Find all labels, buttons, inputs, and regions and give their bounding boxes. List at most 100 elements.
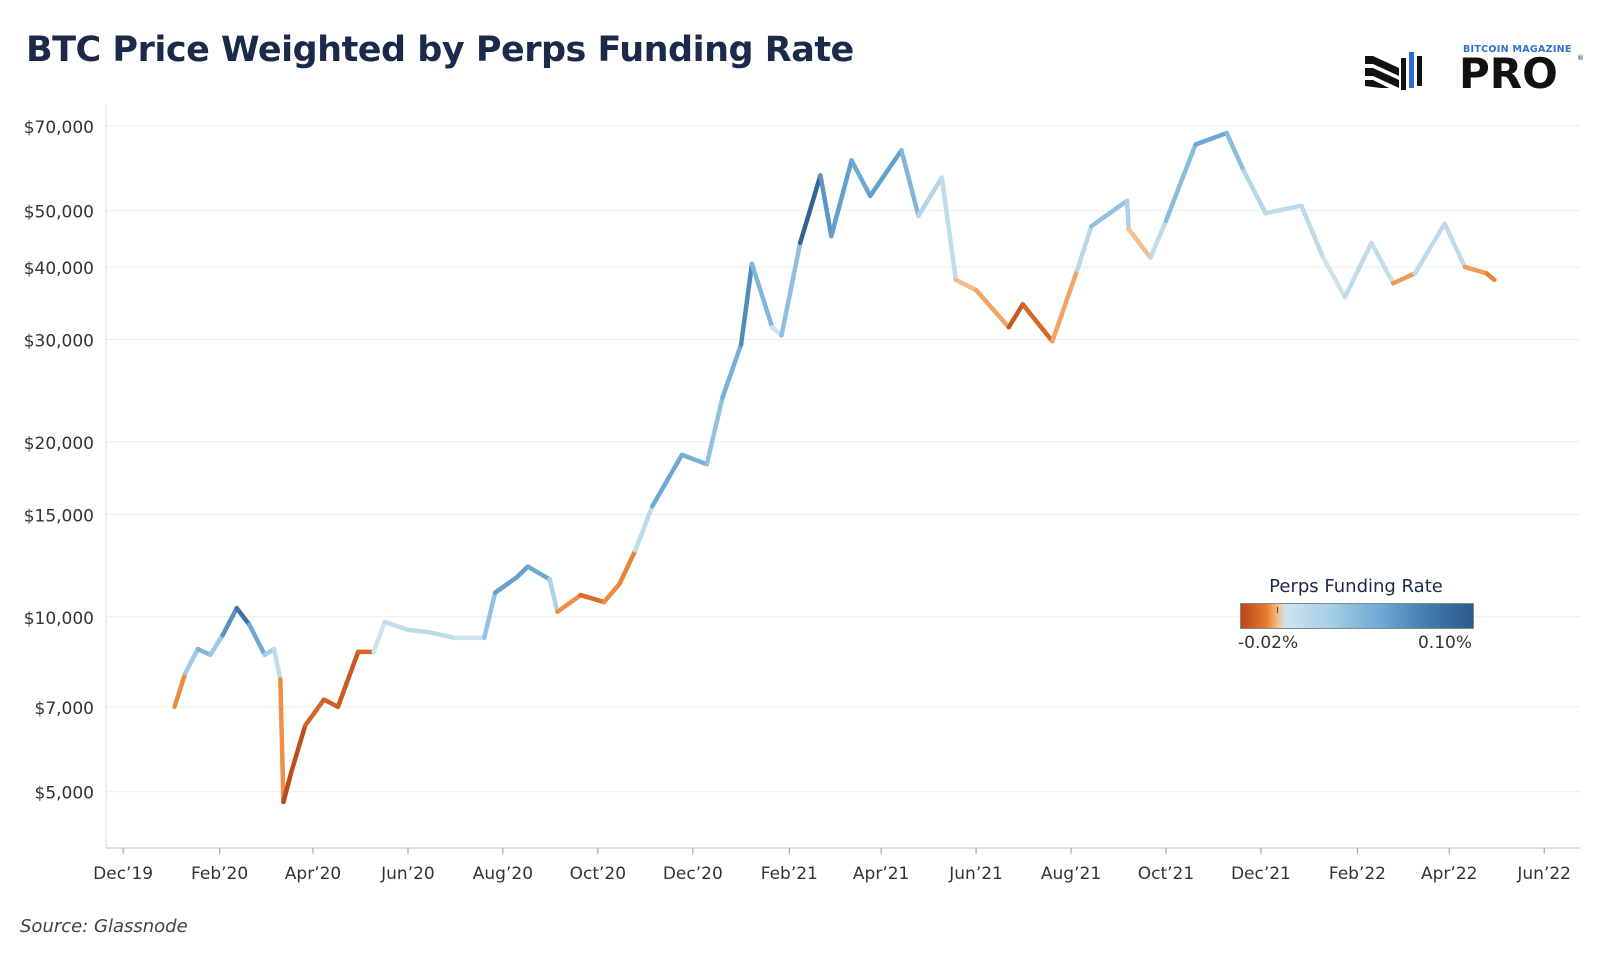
y-tick-label: $20,000 — [24, 434, 94, 454]
price-segment — [1124, 198, 1131, 232]
x-tick-label: Apr’22 — [1421, 864, 1477, 884]
price-segment — [617, 548, 638, 586]
price-segment — [973, 287, 1012, 330]
price-segment — [195, 646, 213, 658]
legend-labels: -0.02% 0.10% — [1236, 633, 1476, 655]
logo-small-text: BITCOIN MAGAZINE — [1463, 44, 1572, 55]
logo-registered-mark: ® — [1577, 54, 1584, 62]
price-segment — [278, 677, 286, 805]
x-tick-label: Dec’21 — [1231, 864, 1291, 884]
price-segment — [818, 173, 834, 239]
price-segment — [220, 605, 239, 638]
x-tick-labels: Dec’19 Feb’20 Apr’20 Jun’20 Aug’20 Oct’20 Dec’… — [93, 848, 1571, 884]
legend-color-bar — [1240, 603, 1474, 629]
price-segment — [321, 697, 341, 710]
price-segment — [281, 770, 294, 805]
price-segment — [1148, 218, 1169, 260]
price-segment — [514, 564, 531, 580]
price-segment — [849, 158, 873, 199]
price-segment — [899, 148, 921, 219]
price-segment — [335, 649, 361, 710]
x-tick-label: Dec’20 — [663, 864, 723, 884]
y-tick-label: $5,000 — [35, 784, 94, 804]
legend-title: Perps Funding Rate — [1269, 576, 1443, 597]
price-segment — [632, 503, 655, 553]
price-segment — [302, 697, 327, 728]
price-segment — [405, 627, 433, 635]
price-segment — [1462, 264, 1489, 276]
price-segment — [738, 261, 755, 347]
price-segment — [382, 619, 411, 632]
price-segment — [183, 646, 201, 676]
x-tick-label: Jun’21 — [948, 864, 1003, 884]
legend-max-label: 0.10% — [1417, 633, 1472, 653]
x-tick-label: Oct’21 — [1138, 864, 1194, 884]
price-segment — [288, 723, 308, 775]
price-segment — [1126, 226, 1153, 260]
y-tick-label: $50,000 — [24, 203, 94, 223]
price-segment — [1342, 240, 1374, 300]
price-segment — [829, 158, 854, 239]
y-tick-labels: $70,000 $50,000 $40,000 $30,000 $20,000 $15,0… — [24, 118, 94, 804]
x-tick-label: Aug’21 — [1041, 864, 1101, 884]
x-tick-label: Apr’20 — [285, 864, 341, 884]
x-tick-label: Feb’20 — [191, 864, 248, 884]
legend-zero-tick — [1277, 607, 1278, 613]
price-segment — [271, 646, 283, 682]
chart-title: BTC Price Weighted by Perps Funding Rate — [26, 30, 854, 70]
legend-min-label: -0.02% — [1238, 633, 1299, 653]
price-segment — [939, 175, 959, 283]
price-segment — [749, 261, 775, 330]
x-tick-label: Dec’19 — [93, 864, 153, 884]
price-line — [172, 130, 1497, 805]
price-segment — [1006, 302, 1026, 330]
price-segment — [1050, 267, 1080, 344]
x-tick-label: Feb’21 — [761, 864, 818, 884]
price-segment — [1484, 271, 1497, 283]
x-tick-label: Feb’22 — [1329, 864, 1386, 884]
price-segment — [916, 175, 945, 219]
price-segment — [650, 452, 685, 509]
funding-rate-legend: Perps Funding Rate -0.02% 0.10% — [1236, 576, 1476, 655]
price-segment — [1075, 224, 1094, 273]
price-segment — [234, 605, 252, 627]
y-tick-label: $70,000 — [24, 118, 94, 138]
price-segment — [1390, 271, 1418, 286]
price-segment — [797, 173, 823, 246]
x-tick-label: Apr’21 — [853, 864, 909, 884]
price-segment — [1193, 130, 1229, 147]
price-segment — [481, 590, 498, 641]
price-segment — [679, 452, 710, 467]
price-segment — [427, 630, 457, 641]
bitcoin-magazine-pro-logo: BITCOIN MAGAZINE PRO ® — [1365, 40, 1585, 100]
x-tick-label: Aug’20 — [473, 864, 533, 884]
price-segment — [1299, 203, 1326, 260]
price-segment — [1224, 130, 1247, 174]
x-tick-label: Oct’20 — [570, 864, 626, 884]
price-segment — [1089, 198, 1130, 229]
price-segment — [1320, 255, 1348, 300]
price-segment — [779, 240, 803, 338]
price-segment — [867, 148, 904, 199]
price-segment — [953, 277, 979, 293]
price-segment — [601, 581, 622, 605]
price-segment — [578, 592, 607, 605]
price-segment — [1163, 142, 1198, 224]
price-segment — [720, 342, 744, 401]
y-tick-label: $10,000 — [24, 609, 94, 629]
y-tick-label: $15,000 — [24, 506, 94, 526]
price-segment — [1263, 203, 1304, 216]
y-tick-label: $30,000 — [24, 332, 94, 352]
price-segment — [704, 395, 725, 467]
gridlines — [106, 125, 1580, 793]
source-note: Source: Glassnode — [20, 916, 188, 937]
price-segment — [1241, 168, 1268, 216]
price-segment — [555, 592, 583, 615]
price-segment — [371, 619, 387, 655]
price-segment — [1442, 221, 1468, 270]
logo-big-text: PRO — [1459, 49, 1558, 98]
price-segment — [1412, 221, 1447, 276]
price-segment — [525, 564, 552, 582]
price-segment — [547, 577, 560, 615]
